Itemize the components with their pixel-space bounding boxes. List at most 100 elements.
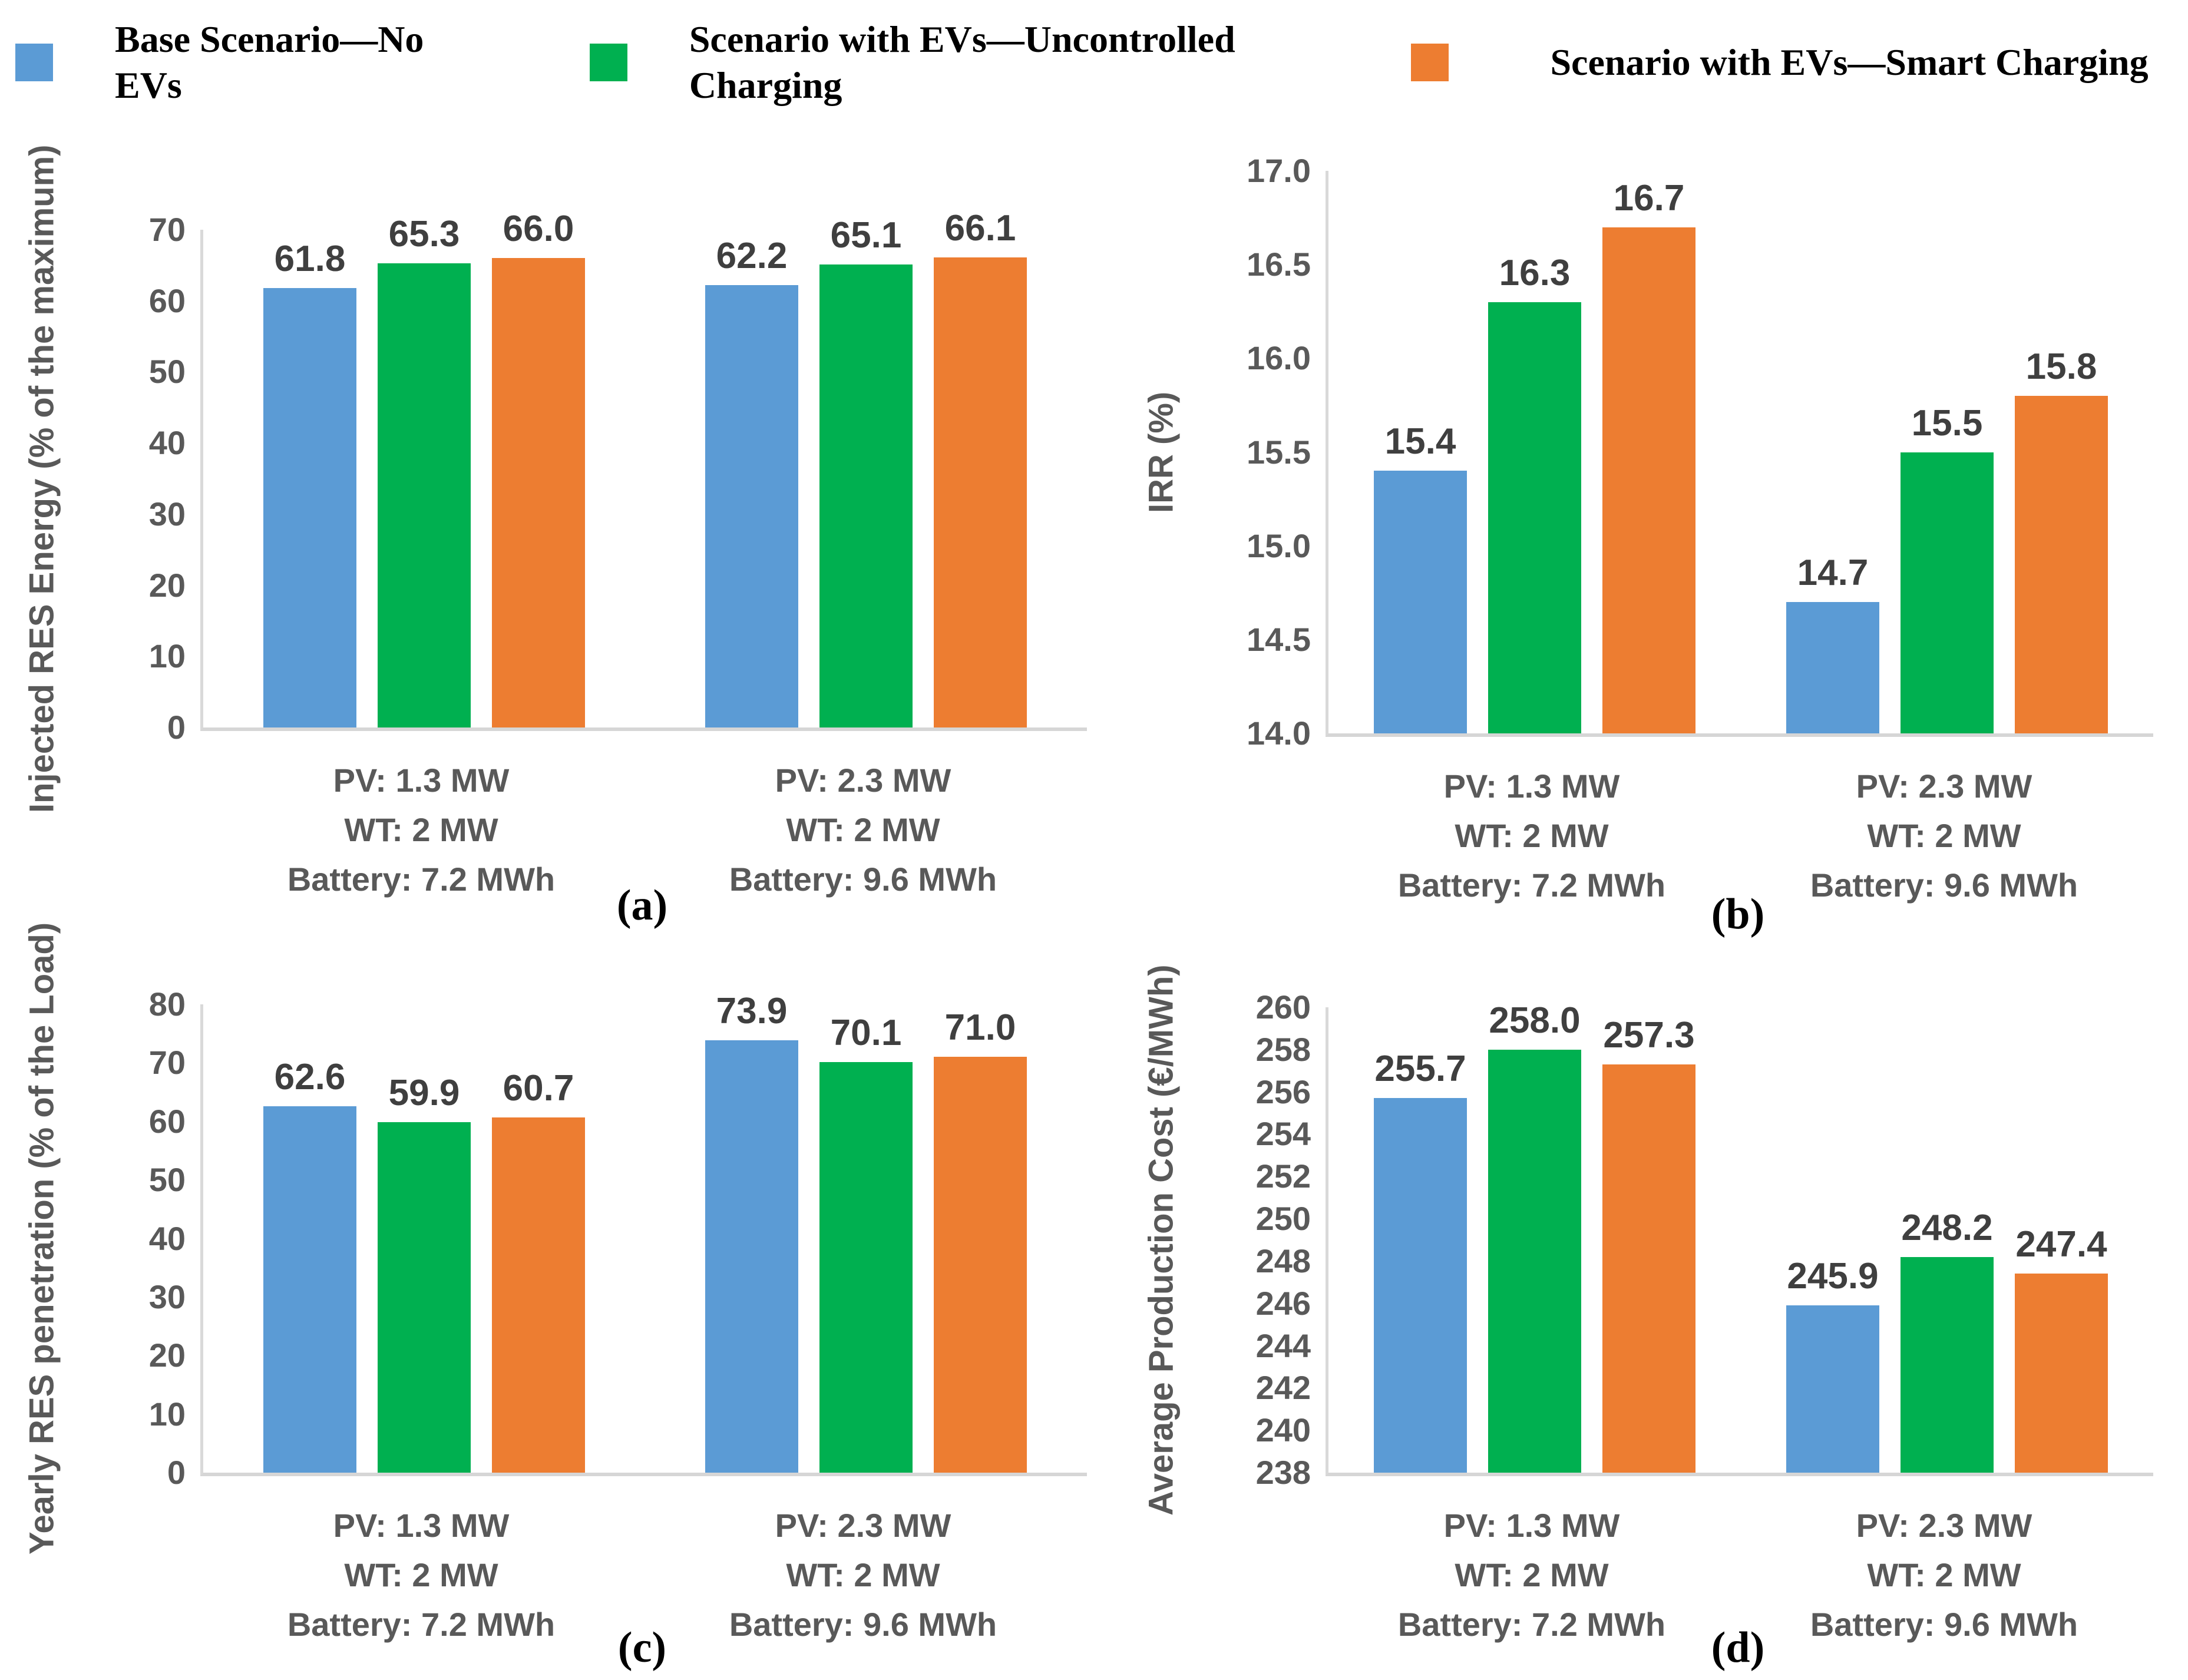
bar-value-label: 245.9: [1787, 1256, 1879, 1297]
legend-item-uncontrolled-charging: Scenario with EVs—Uncontrolled Charging: [589, 16, 1296, 108]
y-axis-ticks: 80 70 60 50 40 30 20 10 0: [91, 988, 203, 1489]
legend: Base Scenario—No EVs Scenario with EVs—U…: [0, 16, 2188, 108]
legend-label: Base Scenario—No EVs: [115, 18, 424, 107]
bar: 70.1: [819, 1013, 913, 1473]
bar-value-label: 66.1: [944, 208, 1016, 249]
y-axis-ticks: 260 258 256 254 252 250 248 246 244 242 240 238: [1217, 991, 1328, 1489]
y-tick-label: 40: [148, 1219, 186, 1257]
y-tick-label: 16.5: [1247, 246, 1311, 283]
y-tick-label: 15.5: [1247, 433, 1311, 471]
bar: 66.1: [934, 208, 1027, 727]
bar-value-label: 255.7: [1374, 1049, 1466, 1090]
bar: 14.7: [1786, 553, 1879, 733]
y-tick-label: 240: [1255, 1411, 1311, 1449]
y-tick-label: 246: [1255, 1284, 1311, 1322]
x-axis-labels: PV: 1.3 MW WT: 2 MW Battery: 7.2 MWh PV: 2.…: [200, 1501, 1084, 1649]
y-tick-label: 20: [148, 566, 186, 604]
bar-group: 61.8 65.3 66.0: [203, 209, 645, 727]
y-axis-ticks: 70 60 50 40 30 20 10 0: [91, 213, 203, 744]
bar-value-label: 61.8: [274, 239, 346, 279]
x-axis-labels: PV: 1.3 MW WT: 2 MW Battery: 7.2 MWh PV: 2.…: [200, 756, 1084, 904]
bar-group: 14.7 15.5 15.8: [1741, 171, 2153, 733]
bar: 15.5: [1901, 403, 1994, 733]
bar: 59.9: [378, 1073, 471, 1473]
y-tick-label: 14.0: [1247, 715, 1311, 752]
y-axis-title: Average Production Cost (€/MWh): [1142, 964, 1181, 1516]
plot-area: 80 70 60 50 40 30 20 10 0 62.6 59.9 60.7 73.9 70.1 71…: [149, 988, 1087, 1489]
bar-value-label: 66.0: [503, 209, 574, 250]
y-tick-label: 15.0: [1247, 527, 1311, 564]
y-tick-label: 260: [1255, 988, 1311, 1026]
bar: 15.4: [1374, 421, 1467, 733]
bar: 62.6: [263, 1057, 356, 1473]
y-tick-label: 252: [1255, 1158, 1311, 1195]
bar: 71.0: [934, 1007, 1027, 1473]
bar-value-label: 247.4: [2015, 1224, 2107, 1265]
legend-label: Scenario with EVs—Smart Charging: [1550, 41, 2149, 84]
panel-caption: (c): [617, 1623, 667, 1672]
y-tick-label: 10: [148, 1395, 186, 1433]
bar: 61.8: [263, 239, 356, 727]
x-category-label: PV: 1.3 MW WT: 2 MW Battery: 7.2 MWh: [1397, 768, 1666, 904]
bar-value-label: 59.9: [388, 1072, 460, 1113]
bar-value-label: 73.9: [716, 990, 788, 1031]
bar: 16.3: [1488, 253, 1581, 733]
y-tick-label: 254: [1255, 1115, 1311, 1153]
panel-a: Injected RES Energy (% of the maximum) 7…: [0, 135, 1119, 954]
panel-caption: (a): [616, 881, 668, 930]
y-tick-label: 50: [148, 353, 186, 391]
y-tick-label: 30: [148, 495, 186, 533]
panel-c: Yearly RES penetration (% of the Load) 8…: [0, 922, 1119, 1680]
bar: 60.7: [492, 1068, 585, 1473]
bar-value-label: 15.4: [1384, 421, 1456, 462]
bar: 248.2: [1901, 1208, 1994, 1473]
bar-group: 255.7 258.0 257.3: [1328, 1000, 1741, 1473]
x-category-label: PV: 1.3 MW WT: 2 MW Battery: 7.2 MWh: [287, 762, 556, 898]
panel-caption: (d): [1711, 1623, 1765, 1672]
bar-value-label: 15.5: [1911, 402, 1983, 444]
x-axis-labels: PV: 1.3 MW WT: 2 MW Battery: 7.2 MWh PV: 2.…: [1326, 1501, 2150, 1649]
bar-value-label: 71.0: [944, 1007, 1016, 1049]
x-category-label: PV: 2.3 MW WT: 2 MW Battery: 9.6 MWh: [729, 1507, 997, 1643]
y-tick-label: 17.0: [1247, 152, 1311, 189]
bar-value-label: 248.2: [1901, 1207, 1993, 1248]
bar-value-label: 257.3: [1603, 1014, 1695, 1056]
y-tick-label: 20: [148, 1337, 186, 1374]
x-category-label: PV: 1.3 MW WT: 2 MW Battery: 7.2 MWh: [287, 1507, 556, 1643]
y-tick-label: 30: [148, 1278, 186, 1315]
y-tick-label: 256: [1255, 1073, 1311, 1110]
bar: 73.9: [705, 991, 798, 1473]
y-tick-label: 238: [1255, 1454, 1311, 1491]
y-tick-label: 242: [1255, 1369, 1311, 1407]
y-tick-label: 16.0: [1247, 339, 1311, 377]
bar: 65.1: [819, 215, 913, 727]
bar: 247.4: [2015, 1224, 2108, 1473]
x-category-label: PV: 2.3 MW WT: 2 MW Battery: 9.6 MWh: [1810, 1507, 2078, 1643]
x-category-label: PV: 1.3 MW WT: 2 MW Battery: 7.2 MWh: [1397, 1507, 1666, 1643]
bar-value-label: 70.1: [830, 1013, 902, 1054]
bar-group: 62.6 59.9 60.7: [203, 1004, 645, 1473]
plot-area: 17.0 16.5 16.0 15.5 15.0 14.5 14.0 15.4 16.3 16.…: [1247, 154, 2153, 750]
panel-caption: (b): [1711, 890, 1765, 938]
y-tick-label: 60: [148, 1102, 186, 1140]
bar-value-label: 62.6: [274, 1056, 346, 1097]
x-axis-labels: PV: 1.3 MW WT: 2 MW Battery: 7.2 MWh PV: 2.…: [1326, 762, 2150, 910]
panel-d: Average Production Cost (€/MWh) 260 258 25…: [1119, 954, 2188, 1680]
bar-value-label: 15.8: [2025, 346, 2097, 387]
bar-value-label: 16.7: [1613, 177, 1685, 219]
bar-value-label: 65.3: [388, 213, 460, 254]
y-tick-label: 0: [167, 1454, 186, 1491]
bar-value-label: 258.0: [1489, 1000, 1581, 1041]
plot-area: 70 60 50 40 30 20 10 0 61.8 65.3 66.0 62.2 65.1 66.1: [149, 208, 1087, 744]
bar-value-label: 60.7: [503, 1067, 574, 1109]
bar-group: 15.4 16.3 16.7: [1328, 171, 1741, 733]
y-tick-label: 70: [148, 1044, 186, 1082]
legend-swatch-blue: [15, 44, 53, 82]
y-tick-label: 40: [148, 424, 186, 462]
x-category-label: PV: 2.3 MW WT: 2 MW Battery: 9.6 MWh: [729, 762, 997, 898]
bar: 15.8: [2015, 346, 2108, 733]
y-tick-label: 10: [148, 637, 186, 675]
bar-value-label: 62.2: [716, 236, 788, 277]
y-tick-label: 70: [148, 211, 186, 248]
